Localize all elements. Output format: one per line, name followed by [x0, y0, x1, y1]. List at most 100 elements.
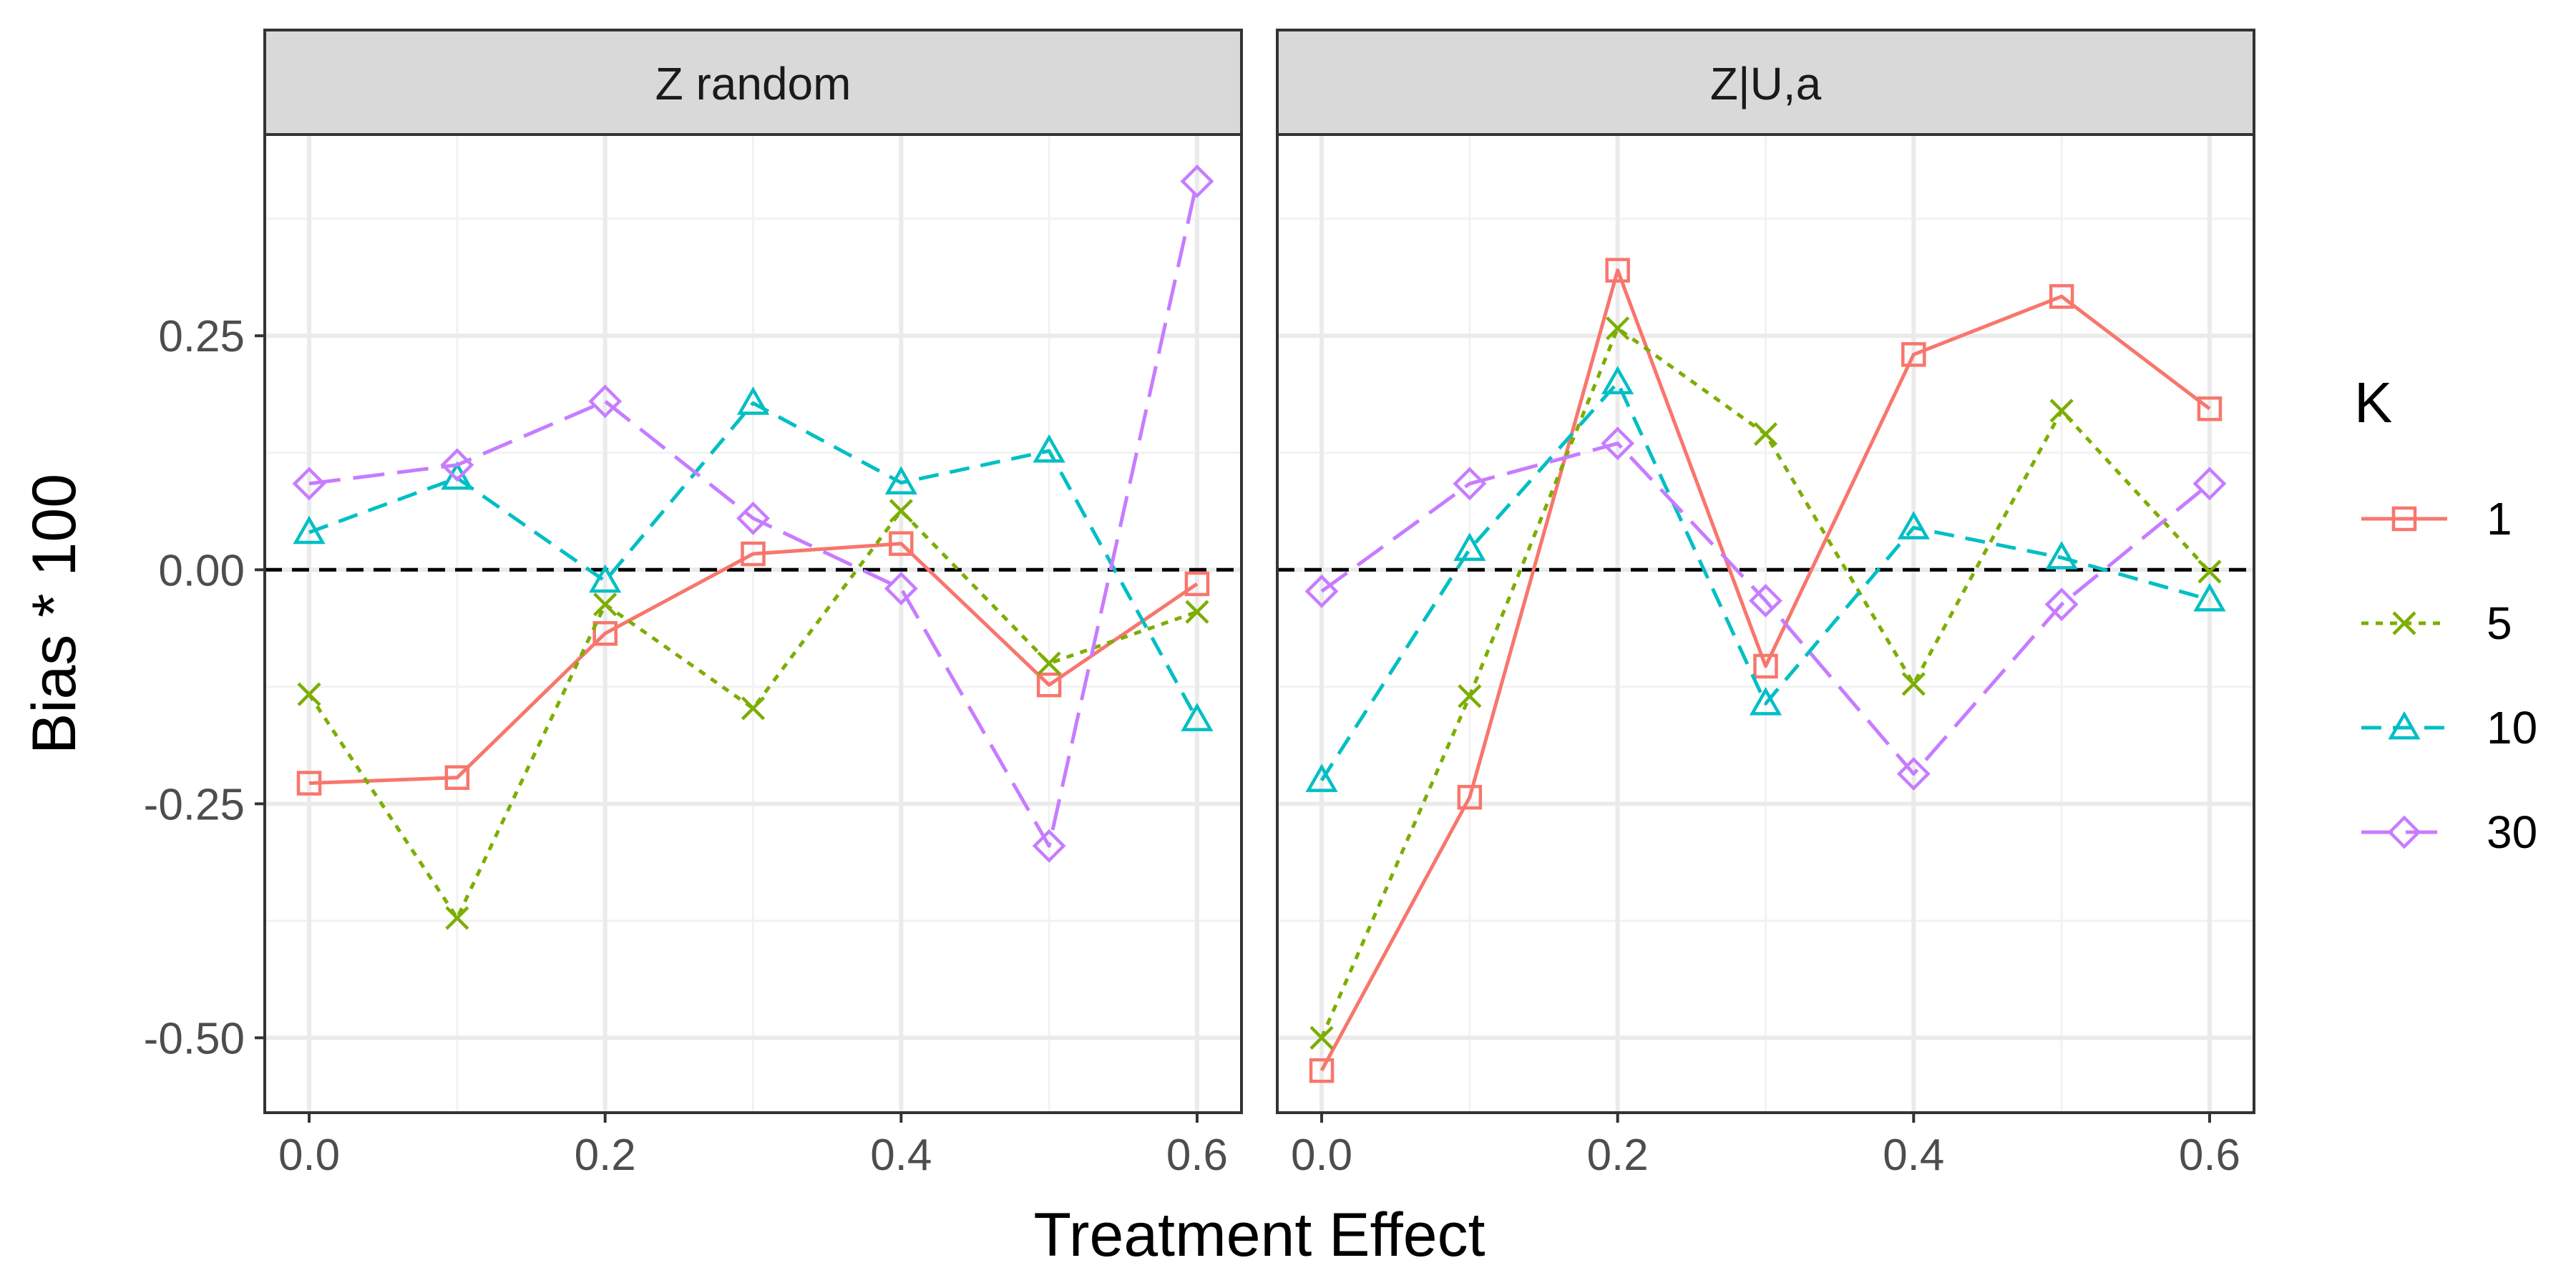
data-point	[1032, 829, 1066, 863]
x-tick-label: 0.2	[1587, 1131, 1649, 1180]
legend-label: 30	[2487, 806, 2537, 858]
panel-border	[263, 133, 1243, 1114]
y-tick-label: -0.50	[144, 1014, 245, 1063]
gridlines	[265, 135, 1241, 1113]
series-line	[1320, 441, 2211, 776]
legend-key-marker	[2387, 815, 2421, 849]
y-axis-title: Bias * 100	[20, 474, 89, 754]
data-point	[741, 541, 766, 567]
data-point	[1309, 1058, 1335, 1083]
data-point	[588, 384, 623, 419]
data-point	[2049, 399, 2074, 423]
legend-title: K	[2354, 371, 2392, 434]
legend-label: 1	[2487, 493, 2512, 545]
data-point	[1901, 342, 1926, 367]
panels-layer: Z random Z|U,a	[263, 29, 2255, 1114]
data-point	[589, 564, 622, 593]
data-point	[889, 531, 914, 556]
data-point	[1749, 687, 1782, 716]
data-point	[293, 515, 326, 545]
series-k-30	[1304, 426, 2227, 791]
legend-entry-10: 10	[2361, 702, 2537, 753]
series-k-5	[297, 499, 1209, 930]
series-k-10	[1305, 366, 2226, 792]
data-point	[1606, 316, 1630, 341]
legend-key-marker	[2388, 711, 2421, 740]
legend-key-marker	[2392, 611, 2416, 635]
data-point	[1037, 651, 1061, 675]
legend-entry-5: 5	[2361, 597, 2512, 649]
x-tick-label: 0.0	[278, 1131, 340, 1180]
y-tick-label: 0.00	[158, 546, 245, 595]
panel-2: Z|U,a	[1276, 29, 2255, 1114]
data-point	[1753, 422, 1778, 447]
x-tick-label: 0.2	[575, 1131, 636, 1180]
y-tick-label: -0.25	[144, 780, 245, 829]
data-point	[884, 466, 917, 494]
data-point	[2044, 587, 2079, 622]
data-point	[741, 696, 766, 721]
data-point	[2193, 582, 2226, 612]
panel-title: Z random	[655, 58, 852, 109]
data-point	[2197, 396, 2223, 421]
series-line	[1319, 381, 2210, 781]
data-point	[1181, 703, 1214, 731]
series-line	[308, 542, 1199, 785]
axes-layer: 0.0 0.2 0.4 0.6 0.0 0.2 0.4 0.6 0.25 0.00 -0.25 -0.…	[144, 312, 2240, 1180]
series-line	[1319, 268, 2211, 1072]
data-point	[1304, 574, 1339, 608]
panel-1: Z random	[263, 29, 1243, 1114]
gridlines	[1277, 135, 2254, 1113]
data-point	[1309, 1025, 1334, 1050]
x-tick-label: 0.4	[1883, 1131, 1944, 1180]
series-line	[308, 180, 1199, 848]
series-k-5	[1309, 316, 2222, 1050]
series-k-1	[296, 531, 1210, 796]
data-point	[1601, 366, 1634, 394]
data-point	[441, 461, 474, 490]
x-axis-title: Treatment Effect	[1034, 1201, 1485, 1269]
data-point	[592, 620, 618, 646]
data-point	[292, 467, 326, 501]
legend-label: 5	[2487, 597, 2512, 649]
data-point	[1457, 784, 1483, 810]
data-point	[1753, 653, 1778, 679]
data-point	[2049, 284, 2074, 309]
y-tick-label: 0.25	[158, 312, 245, 361]
legend: K 1 5 10 30	[2354, 371, 2537, 858]
data-point	[445, 906, 469, 930]
data-point	[2197, 560, 2222, 584]
data-point	[884, 572, 918, 605]
data-point	[1896, 757, 1931, 791]
data-point	[440, 448, 474, 482]
data-point	[2045, 540, 2078, 570]
data-point	[1185, 600, 1209, 624]
data-point	[1605, 258, 1630, 283]
series-k-1	[1309, 258, 2223, 1083]
data-point	[1305, 763, 1338, 792]
legend-entry-30: 30	[2361, 806, 2537, 858]
panel-border	[1276, 133, 2255, 1114]
x-tick-label: 0.0	[1291, 1131, 1352, 1180]
legend-key-marker	[2391, 506, 2417, 532]
data-point	[1180, 164, 1214, 198]
data-point	[1749, 584, 1782, 618]
x-tick-label: 0.4	[870, 1131, 932, 1180]
data-point	[2192, 467, 2227, 501]
data-point	[1184, 571, 1210, 597]
x-tick-label: 0.6	[1166, 1131, 1228, 1180]
x-tick-label: 0.6	[2179, 1131, 2240, 1180]
data-point	[297, 682, 321, 706]
data-point	[1901, 672, 1926, 696]
panel-title: Z|U,a	[1710, 58, 1822, 109]
data-point	[1036, 672, 1062, 698]
data-point	[889, 499, 913, 523]
data-point	[1453, 467, 1487, 501]
panel-strip	[263, 29, 1243, 136]
legend-entry-1: 1	[2361, 493, 2512, 545]
data-point	[1601, 426, 1635, 461]
data-point	[1453, 532, 1486, 561]
data-point	[1458, 684, 1482, 708]
series-k-30	[292, 164, 1214, 863]
